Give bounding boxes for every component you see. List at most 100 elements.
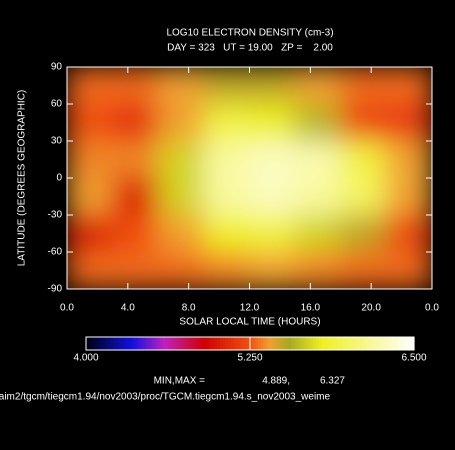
- heatmap-cell: [112, 140, 159, 179]
- colorbar-segment: [135, 337, 139, 350]
- colorbar-segment: [383, 337, 388, 350]
- y-tick-label: -60: [48, 247, 63, 258]
- colorbar-segment: [102, 337, 106, 350]
- colorbar-segment: [255, 337, 259, 350]
- colorbar-segment: [189, 337, 194, 350]
- heatmap-cell: [203, 251, 250, 289]
- heatmap-cell: [203, 214, 250, 253]
- colorbar-segment: [277, 337, 281, 350]
- colorbar-segment: [285, 337, 289, 350]
- colorbar-segment: [405, 337, 410, 350]
- axes: 0.0 4.0 8.0 12.0 16.0 20.0 0.0 -90 -60 -30 0 30 60 90: [48, 62, 440, 314]
- colorbar-segment: [359, 337, 363, 350]
- colorbar-segment: [176, 337, 180, 350]
- colorbar-segment: [233, 337, 237, 350]
- min-max-label: MIN,MAX =: [154, 376, 206, 387]
- colorbar-segment: [206, 337, 210, 350]
- x-tick-label: 20.0: [361, 303, 381, 314]
- colorbar-segment: [340, 337, 344, 350]
- y-tick-label: -90: [48, 284, 63, 295]
- x-tick-label: 8.0: [182, 303, 196, 314]
- heatmap-cell: [385, 214, 432, 253]
- colorbar-tick-label: 6.500: [401, 353, 426, 364]
- y-tick-label: 0: [56, 173, 62, 184]
- colorbar-segment: [301, 337, 306, 350]
- colorbar-segment: [370, 337, 374, 350]
- heatmap-cell: [157, 214, 205, 253]
- heatmap-cell: [203, 67, 250, 105]
- colorbar-segment: [378, 337, 382, 350]
- x-tick-label: 0.0: [425, 303, 439, 314]
- colorbar-segment: [373, 337, 377, 350]
- heatmap-cell: [157, 140, 205, 179]
- colorbar-segment: [118, 337, 123, 350]
- colorbar-segment: [288, 337, 292, 350]
- colorbar-segment: [162, 337, 166, 350]
- file-path: /aim2/tgcm/tiegcm1.94/nov2003/proc/TGCM.…: [0, 392, 330, 403]
- heatmap-cell: [112, 214, 159, 253]
- colorbar-segment: [168, 337, 172, 350]
- colorbar-segment: [326, 337, 330, 350]
- colorbar-segment: [94, 337, 98, 350]
- heatmap-cell: [112, 103, 159, 142]
- x-tick-label: 16.0: [301, 303, 321, 314]
- colorbar-tick-label: 4.000: [73, 353, 98, 364]
- colorbar-segment: [280, 337, 284, 350]
- colorbar-segment: [345, 337, 349, 350]
- colorbar-segment: [209, 337, 213, 350]
- heatmap-cell: [112, 251, 159, 289]
- heatmap-cell: [67, 251, 114, 289]
- colorbar-segment: [269, 337, 273, 350]
- colorbar-segment: [116, 337, 120, 350]
- colorbar-segment: [159, 337, 164, 350]
- colorbar-segment: [154, 337, 158, 350]
- colorbar-segment: [148, 337, 153, 350]
- heatmap-cell: [203, 140, 250, 179]
- colorbar-segment: [282, 337, 287, 350]
- heatmap-cell: [294, 251, 342, 289]
- colorbar-segment: [356, 337, 360, 350]
- colorbar-segment: [408, 337, 412, 350]
- colorbar-segment: [236, 337, 240, 350]
- colorbar-segment: [181, 337, 185, 350]
- colorbar-segment: [400, 337, 404, 350]
- colorbar-segment: [389, 337, 393, 350]
- heatmap-cell: [340, 214, 387, 253]
- heatmap-cell: [385, 103, 432, 142]
- heatmap: [67, 67, 432, 289]
- colorbar-segment: [143, 337, 147, 350]
- colorbar-segment: [364, 337, 369, 350]
- chart-title: LOG10 ELECTRON DENSITY (cm-3): [166, 28, 333, 39]
- colorbar-segment: [266, 337, 270, 350]
- colorbar-segment: [195, 337, 199, 350]
- colorbar-segment: [184, 337, 188, 350]
- colorbar-segment: [241, 337, 246, 350]
- colorbar-segment: [165, 337, 169, 350]
- colorbar-segment: [397, 337, 401, 350]
- colorbar-segment: [310, 337, 314, 350]
- chart-subtitle: DAY = 323 UT = 19.00 ZP = 2.00: [167, 43, 333, 54]
- heatmap-cell: [249, 140, 296, 179]
- heatmap-cell: [67, 140, 114, 179]
- colorbar: 4.000 5.250 6.500: [73, 336, 427, 364]
- heatmap-cell: [67, 177, 114, 216]
- colorbar-segment: [315, 337, 319, 350]
- colorbar-segment: [140, 337, 144, 350]
- colorbar-segment: [192, 337, 196, 350]
- colorbar-segment: [260, 337, 265, 350]
- colorbar-segment: [124, 337, 128, 350]
- colorbar-segment: [392, 337, 396, 350]
- colorbar-segment: [274, 337, 278, 350]
- colorbar-segment: [386, 337, 390, 350]
- heatmap-cell: [340, 177, 387, 216]
- colorbar-segment: [96, 337, 101, 350]
- colorbar-segment: [381, 337, 385, 350]
- heatmap-cell: [157, 177, 205, 216]
- min-value: 4.889,: [262, 376, 290, 387]
- y-tick-label: 60: [51, 99, 63, 110]
- x-tick-label: 4.0: [121, 303, 135, 314]
- colorbar-segment: [198, 337, 202, 350]
- heatmap-cell: [249, 103, 296, 142]
